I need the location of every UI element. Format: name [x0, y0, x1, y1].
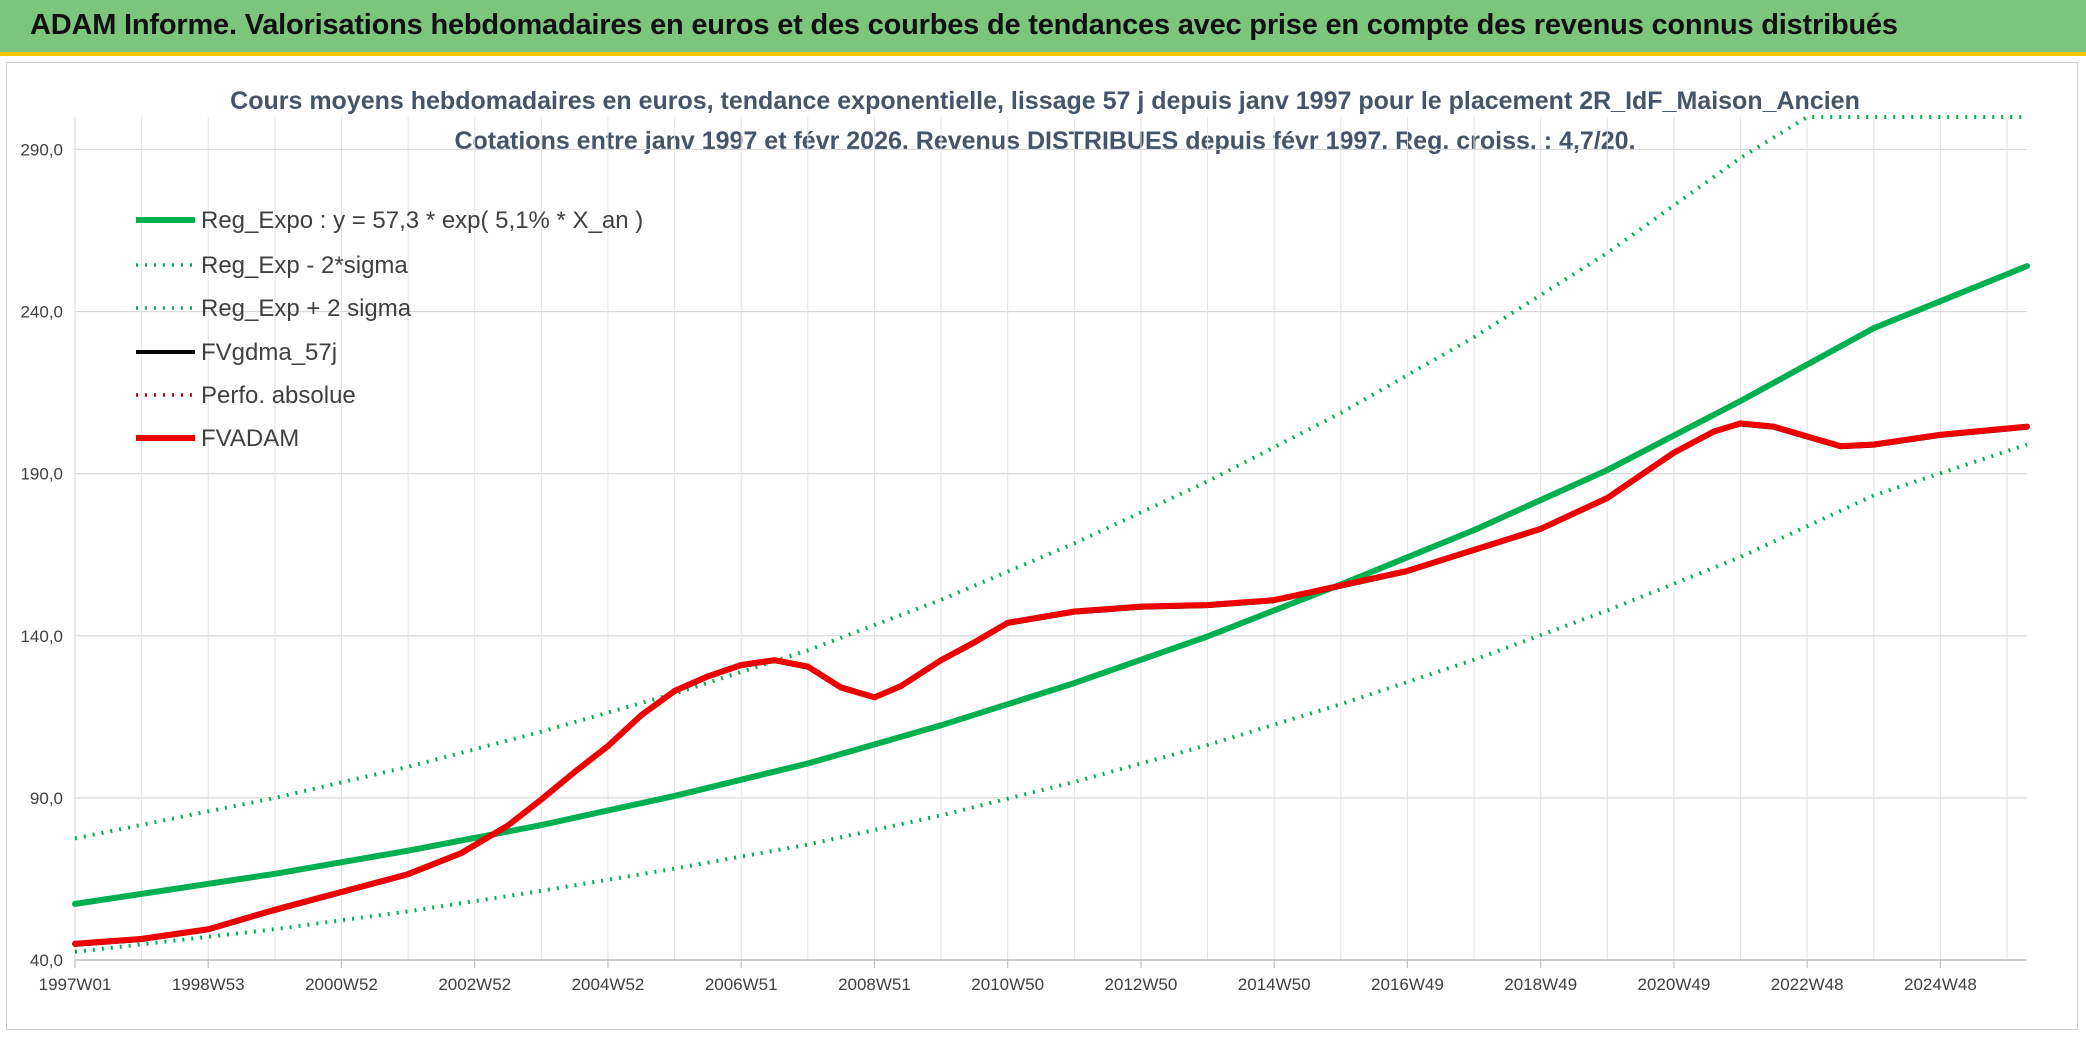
- series-line-2: [74, 115, 2027, 841]
- x-tick-label: 2024W48: [1904, 975, 1977, 994]
- x-tick-label: 2018W49: [1504, 975, 1577, 994]
- y-axis: 40,0 90,0 140,0 190,0 240,0 290,0: [20, 117, 76, 970]
- chart-title: Cours moyens hebdomadaires en euros, ten…: [230, 87, 1860, 115]
- legend-label: Reg_Exp + 2 sigma: [201, 295, 412, 322]
- y-tick-label: 240,0: [20, 303, 63, 322]
- header-banner: ADAM Informe. Valorisations hebdomadaire…: [0, 0, 2086, 56]
- chart-subtitle: Cotations entre janv 1997 et févr 2026. …: [454, 127, 1635, 155]
- legend-label: FVADAM: [201, 425, 299, 452]
- x-tick-label: 2010W50: [971, 975, 1044, 994]
- y-tick-label: 190,0: [20, 465, 63, 484]
- legend-label: Perfo. absolue: [201, 382, 356, 409]
- x-tick-label: 2016W49: [1371, 975, 1444, 994]
- x-tick-label: 1997W01: [39, 975, 112, 994]
- x-tick-label: 2000W52: [305, 975, 378, 994]
- series-line-3: [73, 423, 2029, 947]
- y-tick-label: 40,0: [30, 951, 63, 970]
- legend-label: Reg_Expo : y = 57,3 * exp( 5,1% * X_an ): [201, 207, 643, 234]
- x-tick-label: 2008W51: [838, 975, 911, 994]
- x-tick-label: 2006W51: [705, 975, 778, 994]
- y-tick-label: 140,0: [20, 627, 63, 646]
- x-tick-label: 2022W48: [1771, 975, 1844, 994]
- page-title: ADAM Informe. Valorisations hebdomadaire…: [30, 9, 1898, 41]
- x-axis: 1997W01 1998W53 2000W52 2002W52 2004W52 2006W…: [39, 959, 2027, 994]
- y-tick-label: 290,0: [20, 140, 63, 159]
- x-tick-label: 2020W49: [1638, 975, 1711, 994]
- legend: Reg_Expo : y = 57,3 * exp( 5,1% * X_an )…: [136, 207, 643, 452]
- x-tick-label: 2014W50: [1238, 975, 1311, 994]
- plot-area: [72, 115, 2030, 954]
- series-line-5: [72, 420, 2030, 947]
- x-tick-label: 2002W52: [438, 975, 511, 994]
- series-line-1: [74, 442, 2028, 954]
- gridlines: [74, 117, 2027, 961]
- x-tick-label: 2004W52: [572, 975, 645, 994]
- y-tick-label: 90,0: [30, 789, 63, 808]
- x-tick-label: 2012W50: [1105, 975, 1178, 994]
- chart-frame: [6, 62, 2078, 1030]
- legend-label: Reg_Exp - 2*sigma: [201, 252, 408, 279]
- legend-label: FVgdma_57j: [201, 339, 337, 366]
- series-line-0: [72, 263, 2030, 907]
- x-tick-label: 1998W53: [172, 975, 245, 994]
